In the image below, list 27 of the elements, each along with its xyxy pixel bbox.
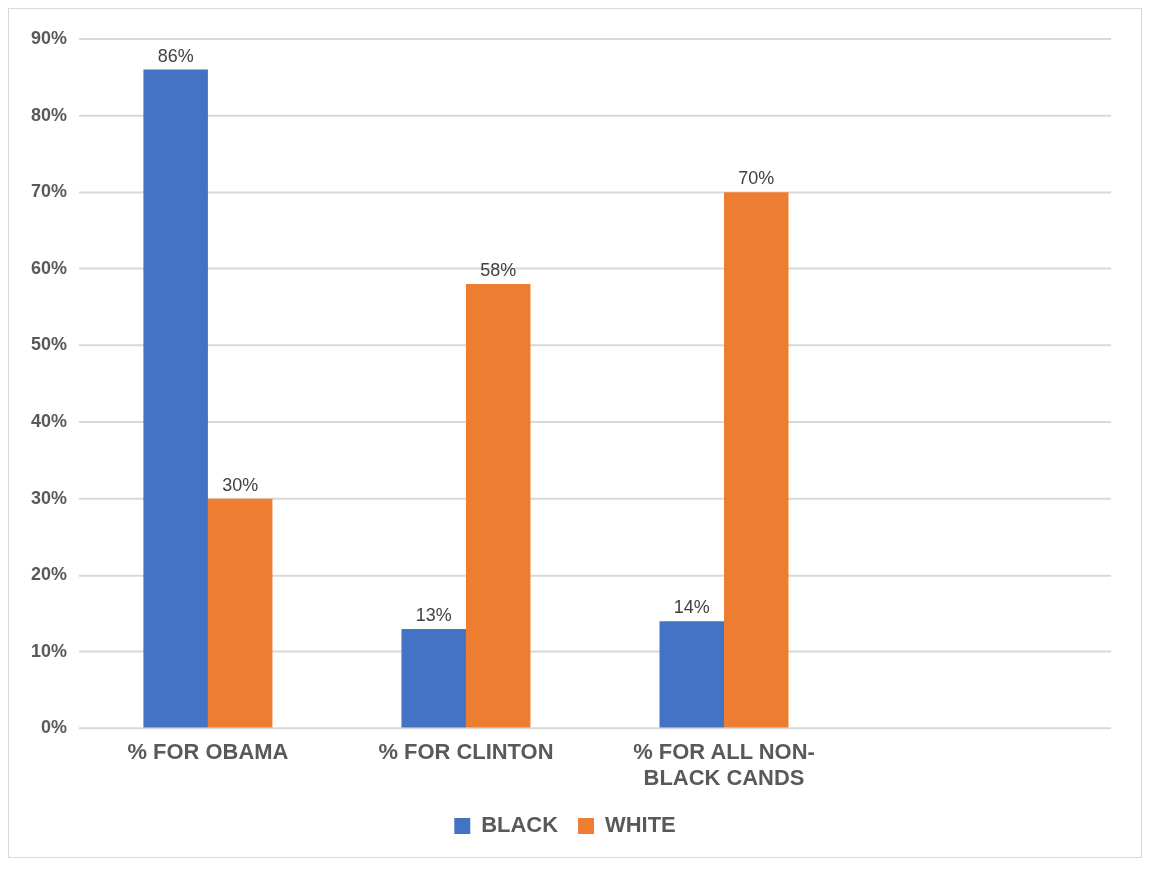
y-tick-label: 20% (30, 564, 67, 585)
bar (659, 621, 724, 728)
data-label: 86% (157, 45, 194, 66)
y-tick-label: 90% (30, 27, 67, 48)
data-label: 14% (673, 597, 710, 618)
bar (465, 284, 531, 728)
y-tick-label: 70% (30, 181, 67, 202)
data-label: 13% (415, 604, 452, 625)
y-tick-label: 0% (40, 717, 67, 738)
x-tick-label: % FOR CLINTON (378, 738, 554, 764)
data-label: 30% (222, 474, 259, 495)
x-tick-label: % FOR ALL NON-BLACK CANDS (633, 738, 815, 791)
bar (724, 192, 789, 728)
legend-label: BLACK (481, 812, 559, 838)
y-tick-label: 80% (30, 104, 67, 125)
y-tick-label: 60% (30, 257, 67, 278)
y-tick-label: 40% (30, 410, 67, 431)
x-tick-label: % FOR OBAMA (127, 738, 289, 764)
bar (143, 69, 208, 728)
bar (207, 498, 273, 728)
data-label: 70% (738, 168, 775, 189)
legend-label: WHITE (605, 812, 676, 838)
bar (401, 628, 466, 728)
data-label: 58% (480, 260, 517, 281)
y-tick-label: 10% (30, 640, 67, 661)
y-tick-label: 30% (30, 487, 67, 508)
y-tick-label: 50% (30, 334, 67, 355)
